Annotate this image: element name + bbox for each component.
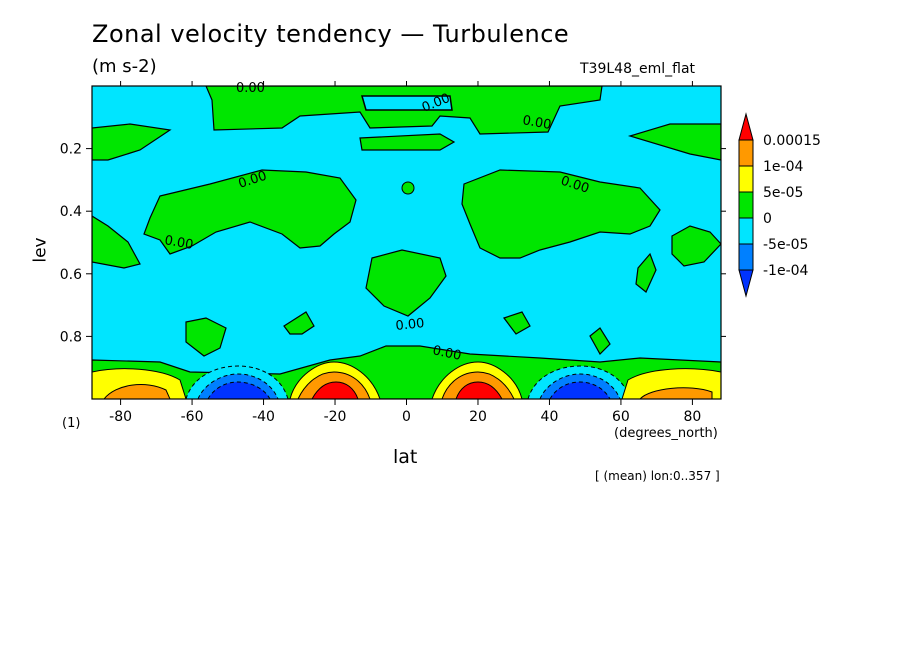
colorbar-segment bbox=[738, 139, 754, 167]
mean-note: [ (mean) lon:0..357 ] bbox=[595, 469, 720, 483]
y-tick-label: 0.2 bbox=[60, 142, 82, 158]
left-mid-green bbox=[92, 215, 141, 269]
max-left-edge-inner bbox=[103, 384, 171, 399]
x-tick-label: -80 bbox=[109, 409, 132, 425]
right-mid-green bbox=[671, 225, 721, 267]
right-small-green bbox=[635, 252, 657, 293]
colorbar-label: 0 bbox=[763, 211, 772, 227]
x-tick-label: -20 bbox=[324, 409, 347, 425]
max-nh-core bbox=[455, 381, 503, 399]
x-tick-label: 0 bbox=[402, 409, 411, 425]
low-left-green bbox=[185, 317, 227, 357]
chart-title: Zonal velocity tendency — Turbulence bbox=[92, 20, 570, 48]
x-tick-label: 60 bbox=[612, 409, 630, 425]
contour-label: 0.00 bbox=[163, 233, 194, 253]
top-green-bar bbox=[359, 133, 456, 151]
trough-right-core bbox=[549, 381, 611, 399]
contour-label: 0.00 bbox=[521, 113, 552, 133]
colorbar-label: 0.00015 bbox=[763, 133, 821, 149]
contour-field bbox=[92, 86, 721, 399]
colorbar-label: 1e-04 bbox=[763, 159, 803, 175]
colorbar-top-arrow bbox=[738, 112, 754, 141]
colorbar-bottom-arrow bbox=[738, 269, 754, 298]
run-label: T39L48_eml_flat bbox=[580, 61, 696, 77]
contour-label: 0.00 bbox=[431, 343, 462, 364]
right-edge-green bbox=[627, 123, 721, 161]
max-right-edge-inner bbox=[639, 387, 713, 399]
contour-labels: 0.00 0.00 0.00 0.00 0.00 0.00 0.00 0.00 bbox=[163, 81, 591, 364]
low-right-green bbox=[589, 327, 611, 355]
colorbar-segment bbox=[738, 165, 754, 193]
trough-left-core bbox=[207, 381, 271, 399]
top-cyan-hole bbox=[361, 95, 453, 111]
corner-label: (1) bbox=[62, 416, 81, 431]
center-green-blob bbox=[365, 249, 447, 317]
y-axis: 0.2 0.4 0.6 0.8 bbox=[60, 142, 726, 345]
x-tick-label: 40 bbox=[541, 409, 559, 425]
colorbar-label: 5e-05 bbox=[763, 185, 803, 201]
low-right-small-green bbox=[503, 311, 531, 335]
right-green-blob bbox=[461, 169, 661, 259]
colorbar-segment bbox=[738, 191, 754, 219]
colorbar-label: -1e-04 bbox=[763, 263, 809, 279]
x-tick-label: 20 bbox=[469, 409, 487, 425]
contour-label: 0.00 bbox=[236, 81, 265, 96]
units-label: (m s-2) bbox=[92, 56, 157, 77]
x-tick-label: -40 bbox=[252, 409, 275, 425]
left-green-blob bbox=[143, 169, 357, 255]
colorbar-segment bbox=[738, 217, 754, 245]
colorbar-segment bbox=[738, 243, 754, 271]
y-tick-label: 0.4 bbox=[60, 204, 82, 220]
y-tick-label: 0.8 bbox=[60, 329, 82, 345]
left-edge-green bbox=[92, 123, 172, 161]
x-axis: -80 -60 -40 -20 0 20 40 60 80 bbox=[109, 81, 701, 425]
y-tick-label: 0.6 bbox=[60, 267, 82, 283]
max-sh-core bbox=[311, 381, 359, 399]
colorbar-label: -5e-05 bbox=[763, 237, 808, 253]
tiny-green-spot bbox=[401, 181, 415, 195]
x-axis-label: lat bbox=[393, 446, 418, 468]
x-units-label: (degrees_north) bbox=[614, 426, 718, 441]
x-tick-label: 80 bbox=[683, 409, 701, 425]
colorbar: 0.00015 1e-04 5e-05 0 -5e-05 -1e-04 bbox=[738, 112, 821, 298]
contour-label: 0.00 bbox=[395, 316, 425, 334]
low-left-small-green bbox=[283, 311, 315, 335]
x-tick-label: -60 bbox=[181, 409, 204, 425]
